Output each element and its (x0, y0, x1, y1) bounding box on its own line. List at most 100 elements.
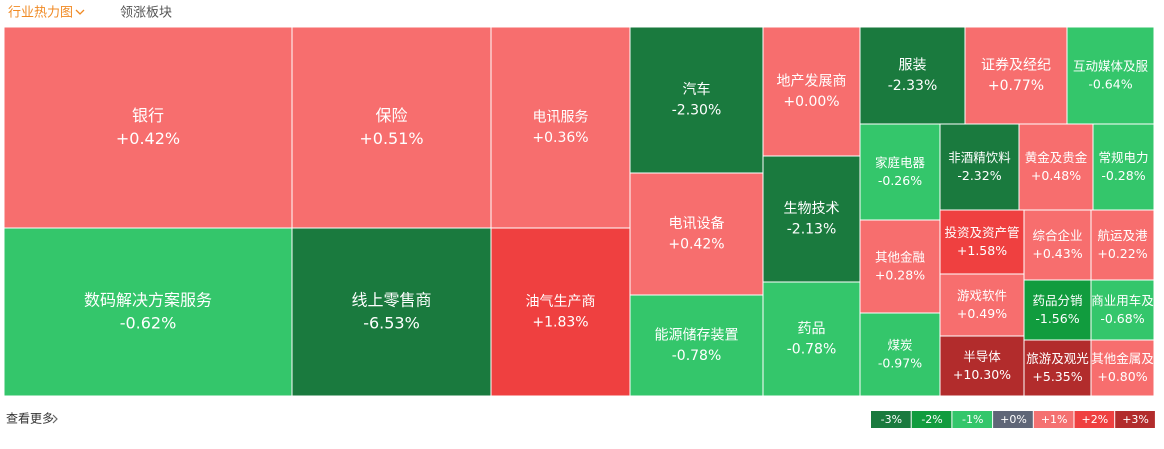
tile-value: +0.42% (116, 129, 180, 148)
tile-value: +10.30% (953, 367, 1011, 382)
tile-value: -2.13% (787, 222, 837, 238)
tile[interactable] (3, 26, 293, 229)
tile-label: 投资及资产管 (944, 225, 1019, 240)
tile-value: -0.62% (120, 314, 177, 333)
tile-value: +0.48% (1031, 168, 1081, 183)
legend-swatch (1033, 411, 1074, 428)
tile-label: 黄金及贵金 (1025, 150, 1088, 165)
tile-value: -0.68% (1100, 311, 1144, 326)
tile-label: 其他金属及 (1091, 351, 1154, 366)
tile[interactable] (629, 294, 764, 397)
tab[interactable]: 领涨板块 (120, 6, 172, 21)
tab-active[interactable]: 行业热力图 (8, 6, 73, 21)
tile-value: +0.51% (359, 129, 423, 148)
tile-value: -0.28% (1101, 168, 1145, 183)
tile-value: +0.42% (668, 237, 724, 253)
tile-value: -0.64% (1088, 76, 1132, 91)
tile[interactable] (859, 219, 941, 314)
tile-label: 电讯设备 (669, 215, 725, 232)
legend-label: +3% (1122, 413, 1149, 426)
tile-label: 数码解决方案服务 (84, 290, 212, 309)
tile[interactable] (490, 26, 631, 229)
legend-swatch (871, 411, 911, 428)
tile-label: 证券及经纪 (981, 58, 1051, 74)
tile-label: 游戏软件 (957, 288, 1007, 303)
tile-label: 生物技术 (784, 201, 840, 217)
tile-label: 能源储存装置 (655, 328, 739, 344)
legend-label: +0% (1000, 413, 1027, 426)
tile-label: 半导体 (963, 349, 1001, 364)
tile-value: -6.53% (363, 314, 420, 333)
legend-label: -3% (881, 413, 902, 426)
legend-swatch (993, 411, 1033, 428)
tile-value: +0.36% (532, 130, 588, 146)
tile-value: -2.32% (957, 168, 1001, 183)
tile-label: 汽车 (683, 81, 711, 98)
tile-label: 保险 (375, 106, 407, 125)
legend-swatch (1115, 411, 1155, 428)
tile[interactable] (629, 26, 764, 174)
tile[interactable] (859, 312, 941, 397)
tile-label: 药品分销 (1032, 293, 1082, 308)
legend-swatch (1074, 411, 1115, 428)
tile-label: 煤炭 (887, 337, 912, 352)
tile-value: +0.49% (957, 306, 1007, 321)
tile-value: +0.22% (1097, 246, 1147, 261)
tile-label: 家庭电器 (875, 155, 926, 170)
legend-label: -1% (962, 413, 983, 426)
tile[interactable] (291, 26, 492, 229)
tile[interactable] (1090, 339, 1155, 397)
tile-label: 常规电力 (1098, 150, 1148, 165)
tile[interactable] (3, 227, 293, 397)
tile-label: 银行 (132, 106, 164, 125)
tile-label: 服装 (899, 58, 927, 74)
tile-value: -2.30% (672, 103, 722, 119)
tile-value: +0.00% (783, 94, 839, 110)
tile[interactable] (859, 123, 941, 221)
tile-label: 商业用车及 (1091, 293, 1154, 308)
tile-label: 电讯服务 (533, 110, 589, 126)
tile[interactable] (939, 335, 1025, 397)
tile-value: -0.78% (672, 348, 722, 364)
tile-label: 旅游及观光 (1026, 351, 1089, 366)
tile-value: +0.80% (1097, 369, 1147, 384)
tile[interactable] (291, 227, 492, 397)
more-link[interactable]: 查看更多 (6, 412, 54, 426)
tile-label: 综合企业 (1032, 228, 1082, 243)
tab-chevron (75, 9, 85, 15)
tile-value: -2.33% (888, 78, 938, 94)
legend-swatch (911, 411, 952, 428)
tile[interactable] (1092, 123, 1155, 211)
tile[interactable] (939, 273, 1025, 337)
tile-label: 药品 (798, 321, 826, 337)
tile[interactable] (629, 172, 764, 296)
tile[interactable] (1023, 279, 1092, 341)
more-chevron (52, 414, 58, 424)
tile-label: 线上零售商 (351, 290, 431, 309)
tile-value: -1.56% (1035, 311, 1079, 326)
tile-value: -0.97% (878, 355, 922, 370)
tile[interactable] (490, 227, 631, 397)
legend-label: -2% (921, 413, 942, 426)
tile-value: +0.77% (988, 78, 1044, 94)
tile-label: 油气生产商 (526, 294, 596, 310)
tile-value: -0.26% (878, 173, 922, 188)
tile-value: -0.78% (787, 342, 837, 358)
tile-label: 非酒精饮料 (948, 150, 1011, 165)
tile[interactable] (859, 26, 966, 125)
tile-value: +0.43% (1032, 246, 1082, 261)
tile-label: 地产发展商 (777, 74, 847, 90)
legend-swatch (952, 411, 993, 428)
tile[interactable] (762, 26, 861, 157)
tile[interactable] (964, 26, 1068, 125)
tile-label: 其他金融 (875, 249, 926, 264)
tile[interactable] (1023, 339, 1092, 397)
tile-label: 互动媒体及服 (1073, 58, 1149, 73)
tile[interactable] (762, 155, 861, 283)
tile[interactable] (1090, 209, 1155, 281)
tile-value: +1.58% (957, 243, 1007, 258)
tile[interactable] (1090, 279, 1155, 341)
tile[interactable] (762, 281, 861, 397)
legend-label: +2% (1082, 413, 1109, 426)
